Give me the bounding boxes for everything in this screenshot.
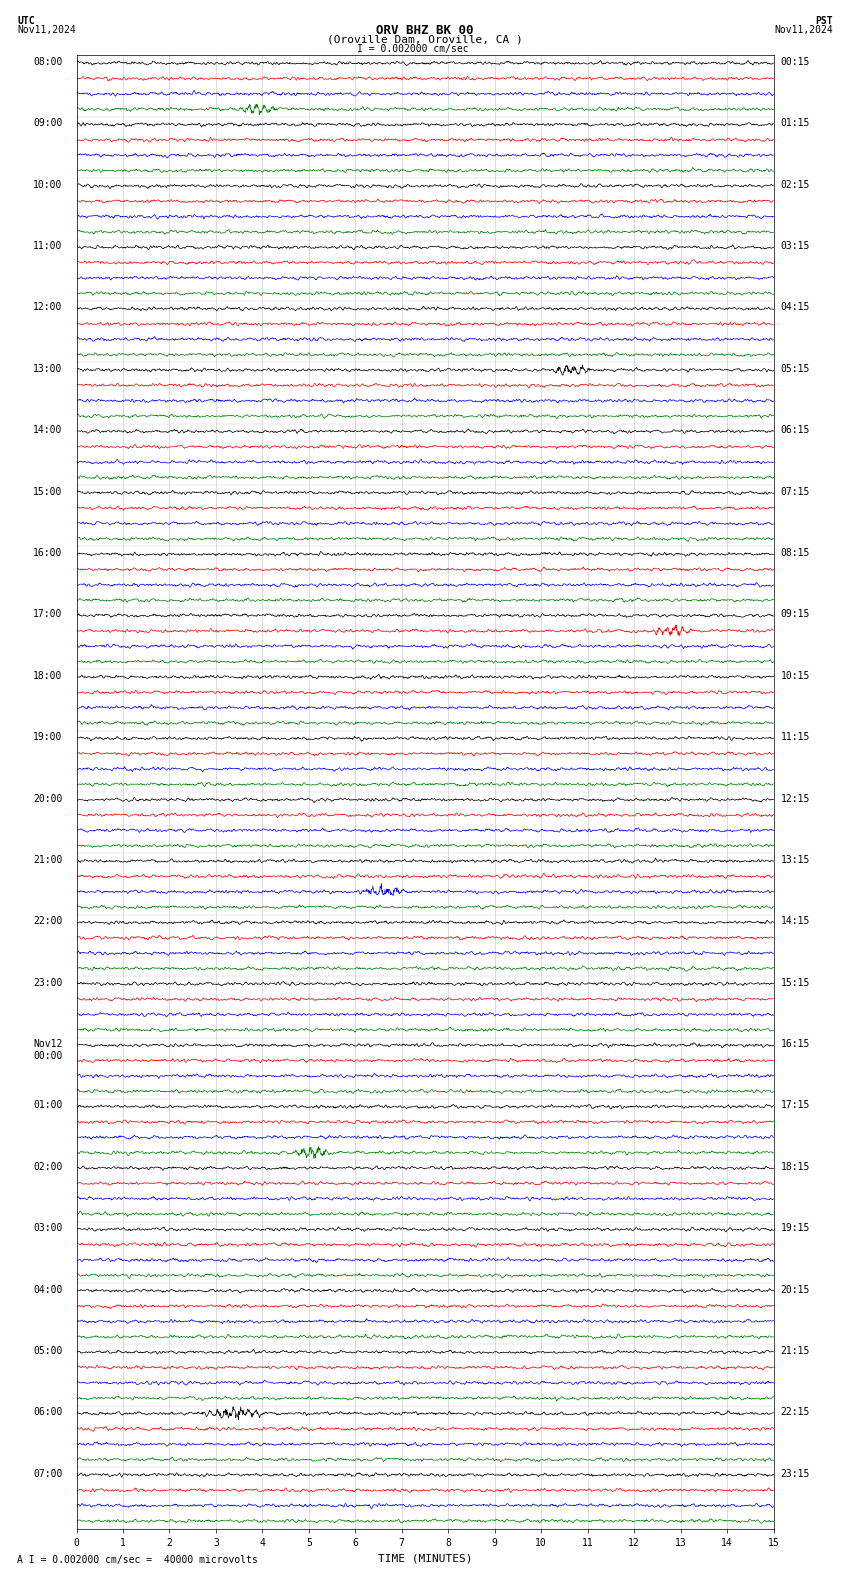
Text: 10:00: 10:00 (33, 179, 63, 190)
Text: Nov11,2024: Nov11,2024 (774, 25, 833, 35)
X-axis label: TIME (MINUTES): TIME (MINUTES) (377, 1554, 473, 1563)
Text: 04:00: 04:00 (33, 1285, 63, 1294)
Text: 21:15: 21:15 (780, 1346, 810, 1356)
Text: 15:15: 15:15 (780, 977, 810, 988)
Text: I = 0.002000 cm/sec: I = 0.002000 cm/sec (357, 44, 468, 54)
Text: 14:00: 14:00 (33, 425, 63, 436)
Text: 19:15: 19:15 (780, 1223, 810, 1234)
Text: 13:00: 13:00 (33, 364, 63, 374)
Text: 03:15: 03:15 (780, 241, 810, 252)
Text: UTC: UTC (17, 16, 35, 25)
Text: 01:00: 01:00 (33, 1101, 63, 1110)
Text: 14:15: 14:15 (780, 916, 810, 927)
Text: 05:15: 05:15 (780, 364, 810, 374)
Text: 04:15: 04:15 (780, 303, 810, 312)
Text: (Oroville Dam, Oroville, CA ): (Oroville Dam, Oroville, CA ) (327, 35, 523, 44)
Text: 08:15: 08:15 (780, 548, 810, 558)
Text: 02:15: 02:15 (780, 179, 810, 190)
Text: 06:15: 06:15 (780, 425, 810, 436)
Text: 17:00: 17:00 (33, 610, 63, 619)
Text: 18:15: 18:15 (780, 1161, 810, 1172)
Text: 08:00: 08:00 (33, 57, 63, 67)
Text: 10:15: 10:15 (780, 670, 810, 681)
Text: 21:00: 21:00 (33, 855, 63, 865)
Text: Nov12
00:00: Nov12 00:00 (33, 1039, 63, 1061)
Text: 01:15: 01:15 (780, 119, 810, 128)
Text: 23:00: 23:00 (33, 977, 63, 988)
Text: 09:15: 09:15 (780, 610, 810, 619)
Text: 09:00: 09:00 (33, 119, 63, 128)
Text: 20:00: 20:00 (33, 794, 63, 803)
Text: 07:00: 07:00 (33, 1468, 63, 1479)
Text: 06:00: 06:00 (33, 1407, 63, 1418)
Text: 03:00: 03:00 (33, 1223, 63, 1234)
Text: 13:15: 13:15 (780, 855, 810, 865)
Text: 16:00: 16:00 (33, 548, 63, 558)
Text: 00:15: 00:15 (780, 57, 810, 67)
Text: 02:00: 02:00 (33, 1161, 63, 1172)
Text: 20:15: 20:15 (780, 1285, 810, 1294)
Text: 05:00: 05:00 (33, 1346, 63, 1356)
Text: Nov11,2024: Nov11,2024 (17, 25, 76, 35)
Text: 15:00: 15:00 (33, 486, 63, 497)
Text: 17:15: 17:15 (780, 1101, 810, 1110)
Text: 22:00: 22:00 (33, 916, 63, 927)
Text: 16:15: 16:15 (780, 1039, 810, 1049)
Text: 12:00: 12:00 (33, 303, 63, 312)
Text: PST: PST (815, 16, 833, 25)
Text: 12:15: 12:15 (780, 794, 810, 803)
Text: A I = 0.002000 cm/sec =  40000 microvolts: A I = 0.002000 cm/sec = 40000 microvolts (17, 1555, 258, 1565)
Text: 07:15: 07:15 (780, 486, 810, 497)
Text: 11:15: 11:15 (780, 732, 810, 743)
Text: 11:00: 11:00 (33, 241, 63, 252)
Text: 18:00: 18:00 (33, 670, 63, 681)
Text: ORV BHZ BK 00: ORV BHZ BK 00 (377, 24, 473, 36)
Text: 23:15: 23:15 (780, 1468, 810, 1479)
Text: 22:15: 22:15 (780, 1407, 810, 1418)
Text: 19:00: 19:00 (33, 732, 63, 743)
